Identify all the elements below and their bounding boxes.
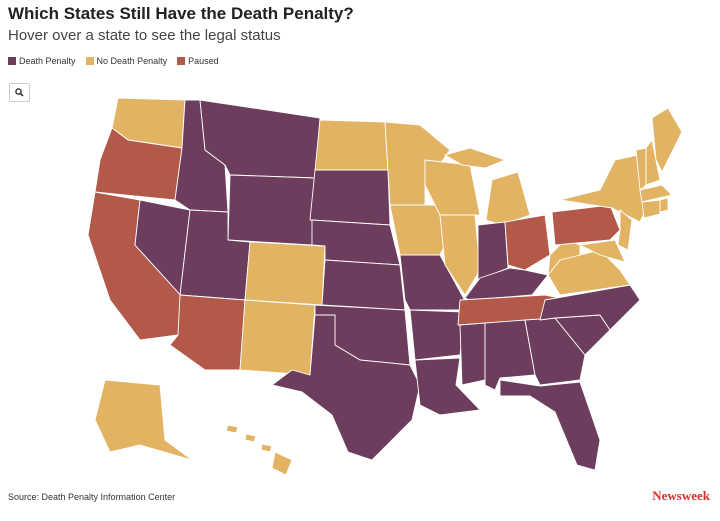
state[interactable] <box>409 309 466 361</box>
state[interactable] <box>551 204 621 246</box>
state[interactable] <box>244 433 257 443</box>
subtitle: Hover over a state to see the legal stat… <box>8 27 281 44</box>
legend-swatch <box>177 57 186 65</box>
legend-item: Death Penalty <box>8 56 76 66</box>
legend-label: No Death Penalty <box>96 56 168 66</box>
state[interactable] <box>94 379 193 461</box>
state[interactable] <box>271 314 421 461</box>
source: Source: Death Penalty Information Center <box>8 492 176 502</box>
legend-label: Death Penalty <box>19 56 76 66</box>
state[interactable] <box>639 184 673 203</box>
legend-label: Paused <box>188 56 219 66</box>
state[interactable] <box>645 139 661 186</box>
state[interactable] <box>314 119 389 171</box>
legend-item: No Death Penalty <box>85 56 168 66</box>
state[interactable] <box>444 147 506 169</box>
state[interactable] <box>439 214 481 296</box>
state[interactable] <box>225 424 239 434</box>
legend-swatch <box>8 57 16 65</box>
legend-item: Paused <box>177 56 219 66</box>
state[interactable] <box>227 174 316 246</box>
state[interactable] <box>539 284 641 331</box>
state[interactable] <box>659 197 669 213</box>
state[interactable] <box>239 299 316 376</box>
state[interactable] <box>641 199 661 219</box>
states <box>87 97 683 476</box>
state[interactable] <box>504 214 551 271</box>
state[interactable] <box>414 357 481 416</box>
brand-logo: Newsweek <box>652 488 710 503</box>
title: Which States Still Have the Death Penalt… <box>8 4 354 23</box>
state[interactable] <box>321 259 406 311</box>
legend-swatch <box>85 57 94 65</box>
state[interactable] <box>169 294 246 371</box>
state[interactable] <box>311 219 401 266</box>
state[interactable] <box>459 322 486 386</box>
state[interactable] <box>260 443 273 453</box>
state[interactable] <box>579 239 626 263</box>
state[interactable] <box>651 107 683 173</box>
state[interactable] <box>499 379 601 471</box>
state[interactable] <box>271 451 293 476</box>
state[interactable] <box>485 171 531 226</box>
state[interactable] <box>477 221 509 281</box>
legend: Death Penalty No Death Penalty Paused <box>8 56 219 66</box>
zoom-button[interactable] <box>9 83 30 102</box>
state[interactable] <box>244 241 326 306</box>
search-icon <box>15 88 24 97</box>
state[interactable] <box>309 169 391 226</box>
state[interactable] <box>617 209 633 251</box>
